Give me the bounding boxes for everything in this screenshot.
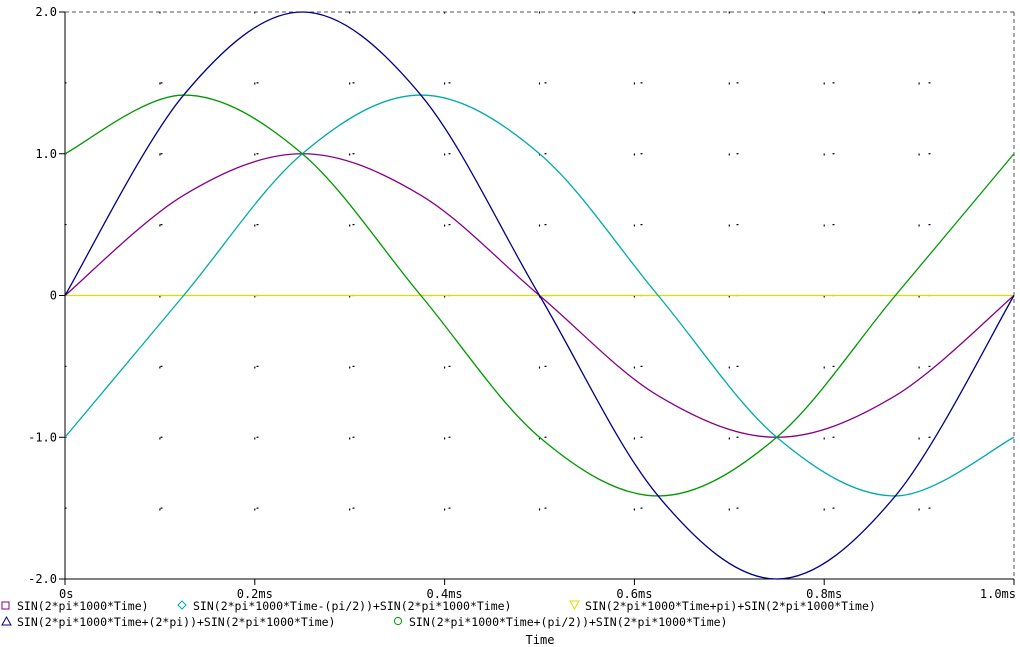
legend-entry-label: SIN(2*pi*1000*Time+(pi/2))+SIN(2*pi*1000… [409, 615, 728, 629]
series-line-2 [64, 94, 1015, 497]
legend-marker-triangle-up [1, 615, 12, 626]
legend-entry-label: SIN(2*pi*1000*Time+pi)+SIN(2*pi*1000*Tim… [585, 599, 876, 613]
x-axis-ticks: 0s 0.2ms 0.4ms 0.6ms 0.8ms 1.0ms [59, 579, 1016, 601]
x-axis-label: Time [526, 633, 555, 647]
legend-marker-circle [393, 616, 403, 626]
legend-marker-triangle-down [569, 600, 580, 611]
legend-entry-label: SIN(2*pi*1000*Time+(2*pi))+SIN(2*pi*1000… [17, 615, 336, 629]
x-tick-label: 0.2ms [237, 587, 273, 601]
x-tick-label: 0.4ms [427, 587, 463, 601]
x-tick-label: 0s [59, 587, 73, 601]
x-tick-label: 1.0ms [980, 587, 1016, 601]
legend-marker-square [1, 601, 10, 610]
legend: SIN(2*pi*1000*Time) SIN(2*pi*1000*Time-(p… [1, 599, 876, 629]
y-tick-label: 1.0 [35, 147, 57, 161]
series-lines [64, 11, 1015, 580]
legend-entry-label: SIN(2*pi*1000*Time) [17, 599, 149, 613]
legend-entry-label: SIN(2*pi*1000*Time-(pi/2))+SIN(2*pi*1000… [193, 599, 512, 613]
series-line-5 [64, 94, 1015, 497]
y-axis-ticks: 2.0 1.0 0 -1.0 -2.0 [28, 5, 65, 586]
legend-marker-diamond [177, 600, 187, 610]
y-tick-label: 2.0 [35, 5, 57, 19]
x-tick-label: 0.6ms [616, 587, 652, 601]
y-tick-label: 0 [50, 289, 57, 303]
series-line-4 [64, 11, 1015, 580]
y-tick-label: -1.0 [28, 430, 57, 444]
x-tick-label: 0.8ms [806, 587, 842, 601]
y-tick-label: -2.0 [28, 572, 57, 586]
